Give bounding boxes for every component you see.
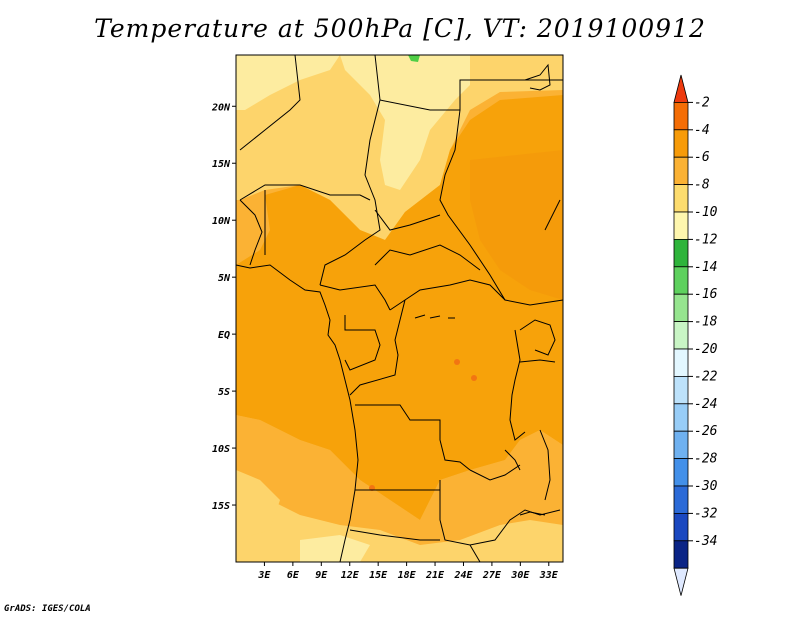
lon-tick-label: 21E [425, 570, 445, 581]
colorbar: -2 -4 -6 -8 -10 -12 -14 -16 -18 -20 -22 -24 -26 -28 -3… [673, 74, 718, 596]
footer-credit: GrADS: IGES/COLA [4, 604, 91, 614]
lon-tick-label: 18E [398, 570, 417, 581]
lon-tick-label: 33E [539, 570, 559, 581]
colorbar-level-label: -30 [694, 479, 718, 494]
lat-tick-label: 20N [211, 102, 231, 113]
colorbar-swatch [673, 430, 689, 460]
colorbar-level-label: -4 [694, 123, 710, 138]
colorbar-level-label: -24 [694, 397, 717, 412]
colorbar-swatch [673, 458, 689, 487]
lat-tick-label: EQ [218, 330, 230, 341]
map-frame [235, 54, 564, 563]
colorbar-swatch [673, 293, 689, 323]
temperature-fill-layer [236, 55, 563, 562]
region-south-pale [300, 535, 370, 562]
colorbar-swatch [673, 403, 689, 432]
colorbar-level-label: -8 [694, 178, 710, 193]
lon-tick-label: 12E [341, 570, 360, 581]
colorbar-level-label: -16 [694, 287, 718, 302]
colorbar-swatch [673, 211, 689, 240]
lon-tick-label: 24E [453, 570, 473, 581]
region-east-deep [470, 150, 563, 300]
lon-tick-label: 3E [257, 570, 271, 581]
colorbar-swatch [673, 321, 689, 350]
lon-tick-label: 30E [510, 570, 530, 581]
colorbar-level-label: -26 [694, 424, 718, 439]
lat-tick-label: 5S [218, 387, 230, 398]
colorbar-swatch [673, 184, 689, 213]
colorbar-level-label: -2 [694, 95, 710, 110]
colorbar-level-label: -20 [694, 342, 718, 357]
colorbar-level-label: -22 [694, 369, 718, 384]
colorbar-swatch [673, 513, 689, 542]
lat-tick-label: 15N [212, 159, 231, 170]
colorbar-level-label: -14 [694, 260, 717, 275]
colorbar-level-label: -28 [694, 452, 718, 467]
lat-tick-label: 10S [212, 444, 230, 455]
warm-spot-1 [454, 359, 460, 365]
latitude-axis: 20N 15N 10N 5N EQ 5S 10S 15S [211, 102, 236, 512]
region-north-pale [340, 55, 470, 190]
colorbar-swatch [673, 375, 689, 405]
colorbar-swatch [673, 156, 689, 185]
colorbar-under-triangle [673, 567, 689, 596]
colorbar-swatch [673, 266, 689, 295]
lat-tick-label: 5N [218, 273, 231, 284]
colorbar-level-label: -10 [694, 205, 718, 220]
colorbar-swatch [673, 238, 689, 268]
colorbar-level-label: -18 [694, 315, 718, 330]
lon-tick-label: 6E [287, 570, 300, 581]
colorbar-swatch [673, 348, 689, 377]
country-borders [235, 54, 564, 563]
colorbar-swatch [673, 129, 689, 158]
colorbar-swatch [673, 102, 689, 131]
warm-spot-2 [471, 375, 477, 381]
lat-tick-label: 15S [212, 501, 230, 512]
colorbar-level-label: -6 [694, 150, 710, 165]
colorbar-swatch [673, 540, 689, 569]
lon-tick-label: 15E [369, 570, 388, 581]
region-southwest-light [236, 470, 280, 540]
cold-spot-north [408, 55, 420, 62]
colorbar-over-triangle [673, 74, 689, 103]
longitude-axis: 3E 6E 9E 12E 15E 18E 21E 24E 27E 30E 33E [257, 562, 559, 581]
lat-tick-label: 10N [212, 216, 231, 227]
lon-tick-label: 27E [482, 570, 502, 581]
colorbar-level-label: -12 [694, 232, 718, 247]
colorbar-level-label: -32 [694, 506, 718, 521]
chart-title: Temperature at 500hPa [C], VT: 201910091… [94, 14, 706, 43]
lon-tick-label: 9E [315, 570, 328, 581]
colorbar-swatch [673, 485, 689, 514]
region-north-pale-2 [236, 55, 340, 110]
colorbar-level-label: -34 [694, 534, 717, 549]
